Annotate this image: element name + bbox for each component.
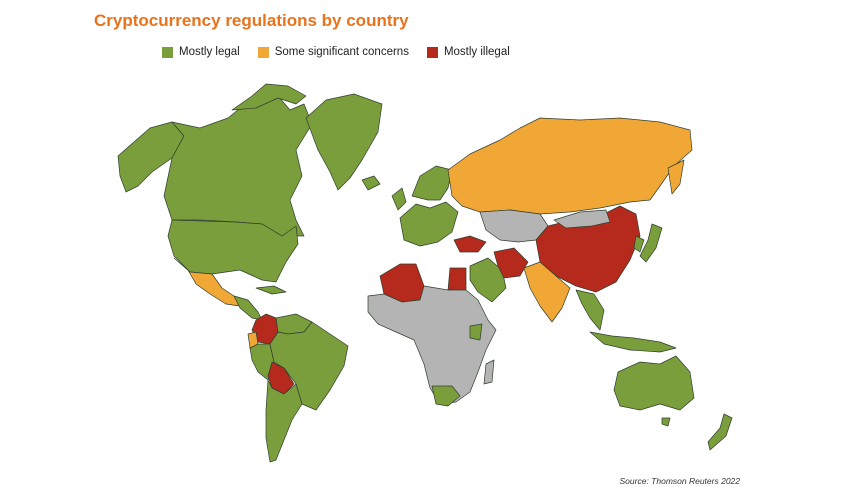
source-note: Source: Thomson Reuters 2022 — [619, 476, 740, 486]
region-indonesia — [589, 331, 677, 353]
region-russia — [447, 117, 693, 215]
region-argentina-chile — [265, 379, 303, 463]
region-australia — [613, 355, 695, 411]
region-iceland — [361, 175, 381, 191]
region-kenya — [469, 323, 483, 341]
legend-label-significant-concerns: Some significant concerns — [274, 46, 409, 58]
region-central-asia — [479, 209, 549, 243]
region-turkey — [453, 235, 487, 253]
legend-label-mostly-legal: Mostly legal — [179, 46, 240, 58]
region-korea — [633, 235, 645, 253]
region-south-africa — [431, 385, 461, 407]
region-central-america — [233, 295, 263, 321]
region-arctic-islands — [231, 83, 307, 111]
region-tasmania — [661, 417, 671, 427]
legend-item-significant-concerns: Some significant concerns — [257, 46, 409, 58]
region-madagascar — [483, 359, 495, 385]
region-japan — [639, 223, 663, 263]
region-new-zealand — [707, 413, 733, 451]
legend-item-mostly-legal: Mostly legal — [162, 46, 240, 58]
legend-item-mostly-illegal: Mostly illegal — [426, 46, 510, 58]
region-uk — [391, 187, 407, 211]
map-title: Cryptocurrency regulations by country — [94, 11, 409, 30]
legend-label-mostly-illegal: Mostly illegal — [443, 46, 510, 58]
region-southeast-asia — [575, 289, 605, 331]
region-alaska — [117, 121, 185, 193]
region-brazil — [269, 321, 349, 411]
region-india — [523, 261, 571, 323]
region-caribbean — [255, 285, 287, 295]
region-arabia — [469, 257, 507, 303]
region-scandinavia — [411, 165, 453, 201]
region-usa — [167, 219, 299, 283]
legend-swatch-mostly-illegal — [426, 46, 438, 58]
region-western-europe — [399, 201, 459, 247]
legend: Mostly legal Some significant concerns M… — [162, 46, 528, 58]
region-africa — [367, 285, 497, 405]
region-mongolia — [553, 209, 611, 229]
region-greenland — [305, 93, 383, 191]
region-canada — [163, 95, 313, 237]
legend-swatch-mostly-legal — [162, 46, 173, 58]
legend-swatch-significant-concerns — [257, 46, 269, 58]
region-kamchatka — [667, 159, 685, 195]
region-egypt — [447, 267, 467, 291]
region-iran — [493, 247, 529, 279]
